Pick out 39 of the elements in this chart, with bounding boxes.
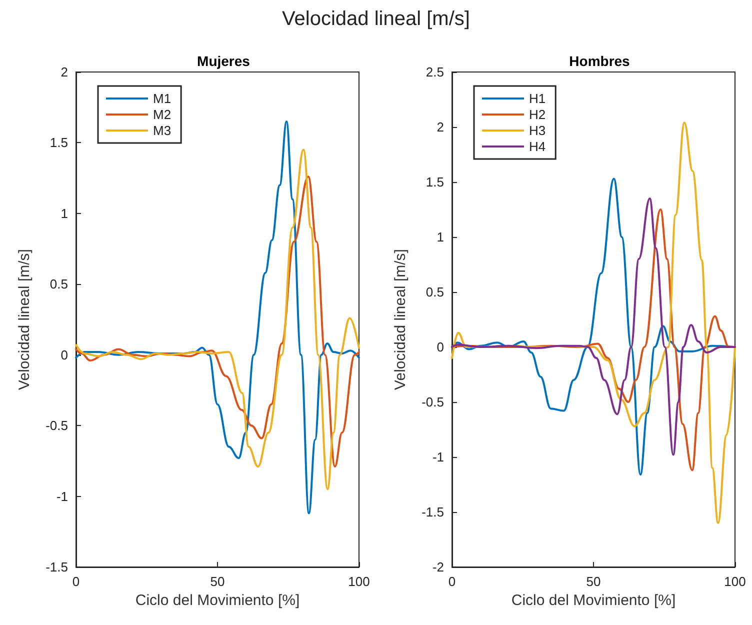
y-tick-label: -0.5	[422, 394, 444, 410]
y-tick-label: -2	[432, 560, 444, 574]
legend-label: H3	[529, 123, 546, 138]
y-tick-label: -0.5	[46, 418, 68, 434]
y-tick-label: -1.5	[422, 504, 444, 520]
y-tick-label: 0.5	[50, 276, 68, 292]
y-tick-label: 1.5	[50, 135, 68, 150]
legend-label: H1	[529, 91, 546, 106]
x-tick-label: 0	[448, 574, 456, 589]
x-tick-label: 100	[724, 574, 746, 589]
x-axis-title: Ciclo del Movimiento [%]	[511, 592, 676, 609]
y-axis-title: Velocidad lineal [m/s]	[392, 249, 409, 390]
y-tick-label: 1	[60, 206, 68, 221]
x-tick-label: 100	[348, 574, 370, 589]
y-tick-label: 1	[436, 230, 444, 244]
chart-title: Velocidad lineal [m/s]	[281, 8, 471, 31]
y-tick-label: 0.5	[426, 284, 444, 300]
legend-label: M2	[153, 107, 172, 122]
x-tick-label: 50	[586, 574, 601, 589]
y-tick-label: 2	[60, 64, 68, 80]
y-tick-label: 2	[436, 120, 444, 134]
y-axis-title: Velocidad lineal [m/s]	[16, 249, 33, 390]
line-series	[451, 122, 736, 524]
legend-label: H4	[529, 139, 546, 154]
x-axis-title: Ciclo del Movimiento [%]	[135, 592, 300, 609]
legend-label: H2	[529, 107, 546, 122]
y-tick-label: 0	[60, 347, 68, 362]
x-tick-label: 0	[72, 574, 80, 589]
chart-title: Hombres	[569, 53, 630, 69]
y-tick-label: 2.5	[426, 64, 444, 80]
y-tick-label: -1	[56, 488, 68, 504]
y-tick-label: -1.5	[46, 560, 68, 574]
legend-label: M1	[153, 91, 172, 106]
legend-label: M3	[153, 123, 172, 138]
y-tick-label: -1	[432, 450, 444, 464]
y-tick-label: 1.5	[426, 174, 444, 190]
chart-subtitle: Mujeres	[197, 53, 250, 69]
y-tick-label: 0	[436, 340, 444, 354]
x-tick-label: 50	[210, 574, 225, 589]
